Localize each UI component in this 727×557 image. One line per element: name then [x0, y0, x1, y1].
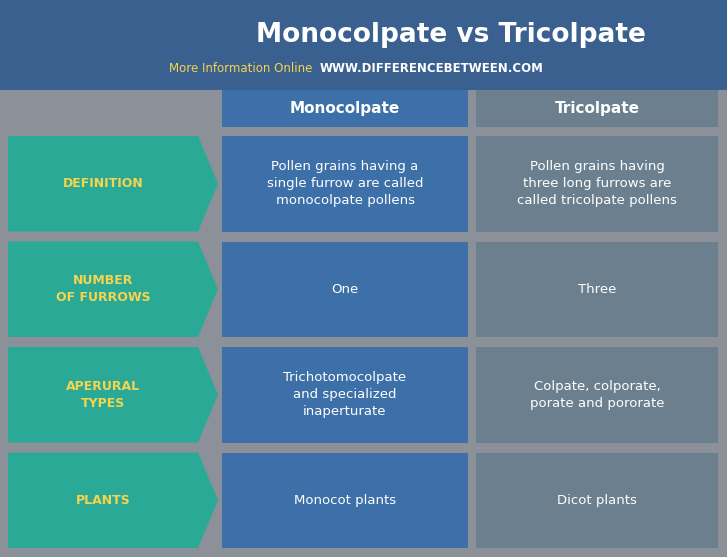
Polygon shape: [8, 242, 218, 337]
Text: More Information Online: More Information Online: [169, 61, 320, 75]
Text: Colpate, colporate,
porate and pororate: Colpate, colporate, porate and pororate: [530, 380, 664, 410]
Text: Three: Three: [578, 283, 616, 296]
Text: Dicot plants: Dicot plants: [557, 494, 637, 507]
Text: One: One: [332, 283, 358, 296]
Polygon shape: [8, 452, 218, 548]
Text: Monocolpate: Monocolpate: [290, 101, 400, 116]
FancyBboxPatch shape: [476, 136, 718, 232]
FancyBboxPatch shape: [476, 90, 718, 127]
FancyBboxPatch shape: [476, 347, 718, 442]
Text: PLANTS: PLANTS: [76, 494, 130, 507]
Text: Trichotomocolpate
and specialized
inaperturate: Trichotomocolpate and specialized inaper…: [284, 372, 406, 418]
FancyBboxPatch shape: [222, 136, 468, 232]
Polygon shape: [8, 136, 218, 232]
Text: Tricolpate: Tricolpate: [555, 101, 640, 116]
Text: NUMBER
OF FURROWS: NUMBER OF FURROWS: [56, 274, 150, 304]
FancyBboxPatch shape: [476, 452, 718, 548]
FancyBboxPatch shape: [222, 452, 468, 548]
Polygon shape: [8, 347, 218, 442]
Text: Pollen grains having a
single furrow are called
monocolpate pollens: Pollen grains having a single furrow are…: [267, 160, 423, 207]
FancyBboxPatch shape: [476, 242, 718, 337]
Text: Monocot plants: Monocot plants: [294, 494, 396, 507]
FancyBboxPatch shape: [222, 90, 468, 127]
Text: Monocolpate vs Tricolpate: Monocolpate vs Tricolpate: [256, 22, 646, 48]
Text: WWW.DIFFERENCEBETWEEN.COM: WWW.DIFFERENCEBETWEEN.COM: [320, 61, 544, 75]
FancyBboxPatch shape: [222, 242, 468, 337]
Text: DEFINITION: DEFINITION: [63, 177, 143, 190]
Text: Pollen grains having
three long furrows are
called tricolpate pollens: Pollen grains having three long furrows …: [517, 160, 677, 207]
FancyBboxPatch shape: [222, 347, 468, 442]
FancyBboxPatch shape: [0, 0, 727, 90]
Text: APERURAL
TYPES: APERURAL TYPES: [66, 380, 140, 410]
